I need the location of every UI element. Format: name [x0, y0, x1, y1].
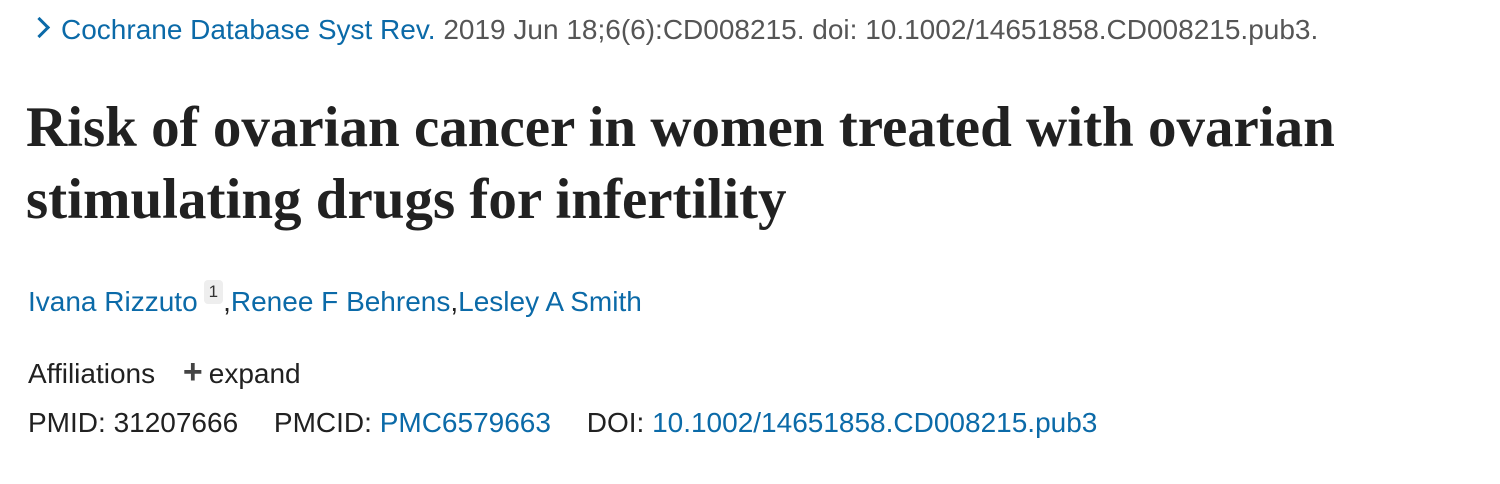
article-title: Risk of ovarian cancer in women treated … — [26, 96, 1335, 231]
expand-label: expand — [208, 358, 301, 389]
pmcid-link[interactable]: PMC6579663 — [379, 407, 551, 438]
author-separator: , — [450, 286, 459, 317]
affiliations-section: Affiliations + expand — [28, 353, 301, 392]
author-list: Ivana Rizzuto 1 ,Renee F Behrens,Lesley A … — [28, 280, 642, 318]
author-separator: , — [223, 286, 231, 317]
doi-link[interactable]: 10.1002/14651858.CD008215.pub3 — [652, 407, 1098, 438]
citation-details: 2019 Jun 18;6(6):CD008215. doi: 10.1002/… — [443, 14, 1319, 45]
author-link[interactable]: Ivana Rizzuto — [28, 286, 198, 317]
affiliations-label: Affiliations — [28, 358, 156, 389]
pmid-value: 31207666 — [113, 407, 239, 438]
author-link[interactable]: Renee F Behrens — [230, 286, 451, 317]
pmcid-label: PMCID: — [273, 407, 372, 438]
affiliation-ref-badge[interactable]: 1 — [203, 280, 224, 304]
citation: Cochrane Database Syst Rev. 2019 Jun 18;… — [28, 14, 1318, 46]
plus-icon: + — [182, 353, 203, 391]
journal-link[interactable]: Cochrane Database Syst Rev. — [61, 14, 436, 45]
doi-label: DOI: — [586, 407, 645, 438]
chevron-right-icon[interactable] — [28, 16, 51, 39]
identifiers: PMID: 31207666 PMCID: PMC6579663 DOI: 10… — [28, 407, 1097, 439]
affiliations-expand-button[interactable]: + expand — [163, 353, 301, 391]
author-link[interactable]: Lesley A Smith — [458, 286, 642, 317]
pmid-label: PMID: — [28, 407, 106, 438]
